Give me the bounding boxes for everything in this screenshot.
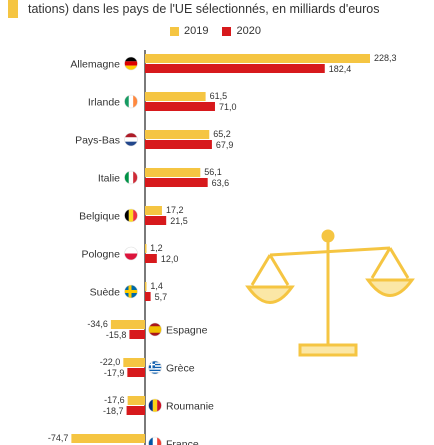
value-label-2020-allemagne: 182,4 xyxy=(329,64,352,74)
category-label-italie: Italie xyxy=(98,173,120,185)
bar-2020-allemagne xyxy=(145,64,325,73)
value-label-2019-espagne: -34,6 xyxy=(87,319,108,329)
value-label-2020-italie: 63,6 xyxy=(212,178,230,188)
bar-2020-pays-bas xyxy=(145,140,212,149)
bar-2019-suède xyxy=(145,282,147,291)
value-label-2020-irlande: 71,0 xyxy=(219,102,237,112)
value-label-2019-pays-bas: 65,2 xyxy=(213,129,231,139)
flag-greece-icon xyxy=(148,360,162,375)
header-accent-strip xyxy=(8,0,18,18)
header: tations) dans les pays de l'UE sélection… xyxy=(0,0,434,40)
value-label-2019-suède: 1,4 xyxy=(150,281,163,291)
bar-2019-france xyxy=(71,434,145,443)
category-label-belgique: Belgique xyxy=(79,211,120,223)
value-label-2019-belgique: 17,2 xyxy=(166,205,184,215)
value-label-2019-grèce: -22,0 xyxy=(100,357,121,367)
value-label-2020-grèce: -17,9 xyxy=(104,368,125,378)
legend-item-2020: 2020 xyxy=(222,25,261,37)
value-label-2020-suède: 5,7 xyxy=(155,292,168,302)
legend-item-2019: 2019 xyxy=(170,25,208,37)
flag-poland-icon xyxy=(124,246,138,261)
legend-label-2020: 2020 xyxy=(236,25,261,37)
bar-2020-belgique xyxy=(145,216,167,225)
flag-belgium-icon xyxy=(124,208,138,223)
bar-2019-grèce xyxy=(123,358,145,367)
bar-2019-roumanie xyxy=(127,396,145,405)
bar-2020-pologne xyxy=(145,254,157,263)
bar-2020-italie xyxy=(145,178,208,187)
bar-2020-roumanie xyxy=(126,406,145,415)
value-label-2019-allemagne: 228,3 xyxy=(374,53,397,63)
value-label-2020-belgique: 21,5 xyxy=(170,216,188,226)
flag-ireland-icon xyxy=(124,94,138,109)
flag-netherlands-icon xyxy=(124,132,138,147)
category-label-irlande: Irlande xyxy=(88,97,120,109)
balance-scale-icon xyxy=(245,229,415,357)
category-label-suède: Suède xyxy=(90,287,121,299)
value-label-2020-espagne: -15,8 xyxy=(106,330,127,340)
legend-swatch-2019 xyxy=(170,26,179,36)
category-label-espagne: Espagne xyxy=(166,325,208,337)
legend-swatch-2020 xyxy=(222,26,232,36)
value-label-2020-roumanie: -18,7 xyxy=(103,406,124,416)
chart-subtitle: tations) dans les pays de l'UE sélection… xyxy=(28,2,380,16)
bar-2020-grèce xyxy=(127,368,145,377)
category-label-pologne: Pologne xyxy=(81,249,120,261)
flag-germany-icon xyxy=(124,56,138,71)
category-label-france: France xyxy=(166,439,199,445)
value-label-2019-france: -74,7 xyxy=(48,433,69,443)
value-label-2019-roumanie: -17,6 xyxy=(104,395,125,405)
value-label-2020-pologne: 12,0 xyxy=(161,254,179,264)
bar-2019-belgique xyxy=(145,206,162,215)
legend-label-2019: 2019 xyxy=(184,25,209,37)
legend: 2019 2020 xyxy=(170,25,261,37)
bar-2019-pologne xyxy=(145,244,147,253)
flag-sweden-icon xyxy=(124,284,138,299)
category-label-roumanie: Roumanie xyxy=(166,401,214,413)
bar-2020-suède xyxy=(145,292,151,301)
category-label-pays-bas: Pays-Bas xyxy=(75,135,120,147)
bar-2020-irlande xyxy=(145,102,215,111)
bar-2019-irlande xyxy=(145,92,206,101)
bar-2019-allemagne xyxy=(145,54,370,63)
bar-2019-pays-bas xyxy=(145,130,210,139)
category-label-grèce: Grèce xyxy=(166,363,195,375)
bar-2019-italie xyxy=(145,168,201,177)
value-label-2019-italie: 56,1 xyxy=(204,167,222,177)
flag-france-icon xyxy=(148,436,162,445)
flag-spain-icon xyxy=(148,322,162,337)
value-label-2019-irlande: 61,5 xyxy=(210,91,228,101)
bar-2020-espagne xyxy=(129,330,145,339)
value-label-2020-pays-bas: 67,9 xyxy=(216,140,234,150)
flag-romania-icon xyxy=(148,398,162,413)
value-label-2019-pologne: 1,2 xyxy=(150,243,163,253)
bar-2019-espagne xyxy=(110,320,145,329)
category-label-allemagne: Allemagne xyxy=(70,59,120,71)
flag-italy-icon xyxy=(124,170,138,185)
